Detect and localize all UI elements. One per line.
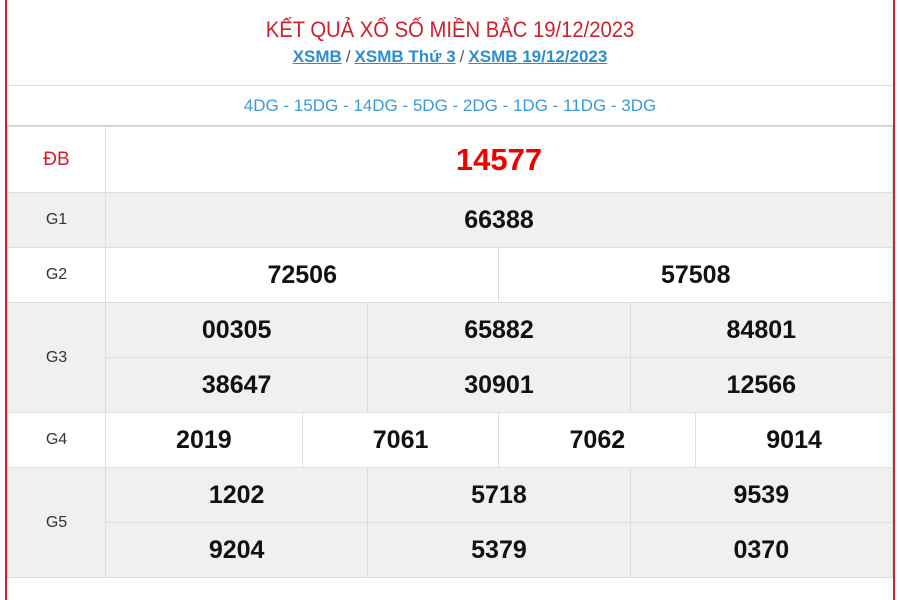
results-table: ĐB 14577 G1 66388 G2 72506 57508 G3 0030…: [7, 126, 894, 578]
prize-row-g3: G3 00305 65882 84801: [7, 302, 894, 413]
prize-number: 5718: [367, 467, 631, 523]
prize-number: 72506: [104, 247, 500, 303]
prize-label: G2: [7, 247, 106, 303]
prize-number: 38647: [104, 357, 369, 413]
special-prize-number: 14577: [105, 126, 893, 193]
prize-row-g1: G1 66388: [7, 192, 893, 248]
breadcrumb-xsmb[interactable]: XSMB: [292, 47, 342, 66]
breadcrumb-xsmb-thu-3[interactable]: XSMB Thứ 3: [354, 47, 456, 66]
prize-number: 5379: [367, 522, 631, 578]
prize-number: 65882: [367, 302, 631, 358]
prize-number: 7061: [301, 412, 500, 468]
prize-row-db: ĐB 14577: [7, 126, 893, 193]
prize-number: 9014: [695, 412, 893, 468]
prize-number: 2019: [105, 412, 303, 468]
prize-number: 30901: [367, 357, 631, 413]
prize-row-g3: 38647 30901 12566: [8, 357, 894, 413]
prize-number: 00305: [104, 302, 369, 358]
breadcrumb-separator: /: [345, 47, 351, 66]
results-header: KẾT QUẢ XỔ SỐ MIỀN BẮC 19/12/2023 XSMB / X…: [7, 0, 893, 86]
prize-number: 57508: [498, 247, 893, 303]
prize-label: ĐB: [7, 126, 106, 193]
prize-row-g5: G5 1202 5718 9539: [7, 467, 894, 578]
prize-row-g2: G2 72506 57508: [7, 247, 893, 303]
breadcrumb-separator: /: [459, 47, 465, 66]
prize-number: 84801: [629, 302, 894, 358]
results-panel: KẾT QUẢ XỔ SỐ MIỀN BẮC 19/12/2023 XSMB / X…: [5, 0, 895, 600]
prize-label: G4: [7, 412, 106, 468]
prize-row-g5: 9204 5379 0370: [8, 522, 894, 578]
prize-number: 66388: [105, 192, 893, 248]
prize-number: 1202: [104, 467, 369, 523]
prize-number: 9204: [104, 522, 369, 578]
prize-label: G1: [7, 192, 106, 248]
prize-row-g4: G4 2019 7061 7062 9014: [7, 412, 893, 468]
breadcrumb: XSMB / XSMB Thứ 3/XSMB 19/12/2023: [7, 47, 893, 67]
draw-codes: 4DG - 15DG - 14DG - 5DG - 2DG - 1DG - 11…: [7, 86, 893, 126]
prize-label: G3: [7, 302, 106, 413]
page-title: KẾT QUẢ XỔ SỐ MIỀN BẮC 19/12/2023: [265, 17, 635, 42]
breadcrumb-xsmb-date[interactable]: XSMB 19/12/2023: [468, 47, 608, 66]
prize-number: 9539: [629, 467, 894, 523]
prize-number: 12566: [629, 357, 894, 413]
prize-label: G5: [7, 467, 106, 578]
prize-number: 7062: [498, 412, 697, 468]
prize-number: 0370: [629, 522, 894, 578]
